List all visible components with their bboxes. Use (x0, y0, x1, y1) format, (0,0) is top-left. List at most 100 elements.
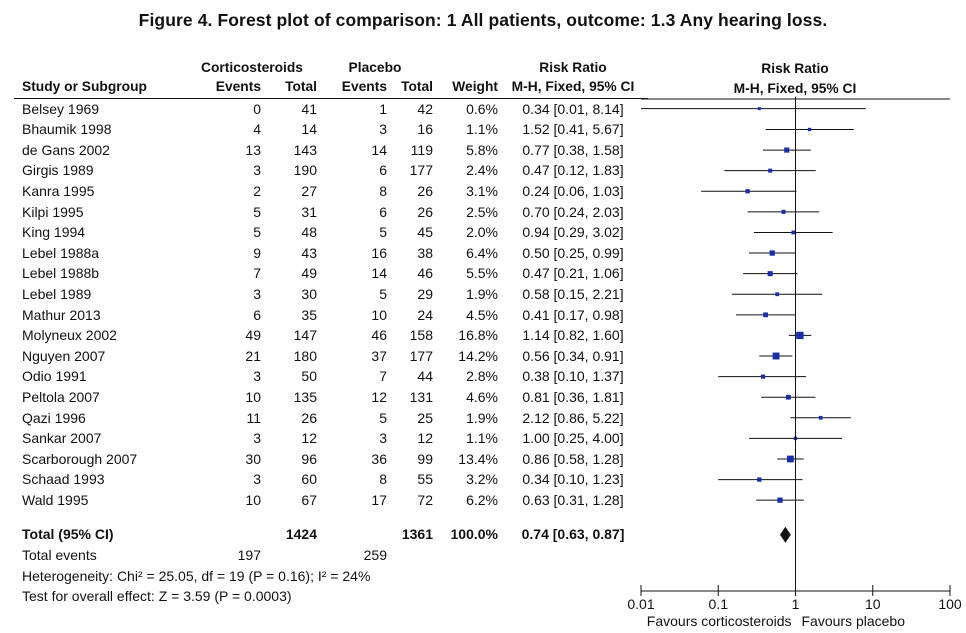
risk-ratio-ci: 0.81 [0.36, 1.81] (522, 388, 624, 405)
total1: 31 (301, 203, 317, 220)
study-name: Bhaumik 1998 (22, 121, 112, 138)
plot-header: Risk Ratio (761, 61, 829, 76)
study-row: Nguyen 2007 21 180 37 177 14.2% 0.56 [0.34, 0.… (14, 346, 648, 367)
study-row: Peltola 2007 10 135 12 131 4.6% 0.81 [0.36, 1.… (14, 387, 648, 408)
point-estimate-square (807, 127, 812, 132)
weight: 5.5% (466, 265, 498, 282)
study-row: Molyneux 2002 49 147 46 158 16.8% 1.14 [0.82, … (14, 325, 648, 346)
study-name: Sankar 2007 (22, 430, 102, 447)
total2: 99 (417, 450, 433, 467)
events2: 3 (379, 121, 387, 138)
weight: 3.1% (466, 182, 498, 199)
study-row: Lebel 1988a 9 43 16 38 6.4% 0.50 [0.25, 0.99] (14, 243, 648, 264)
point-estimate-square (791, 230, 796, 235)
weight: 1.1% (466, 121, 498, 138)
events1: 2 (253, 182, 261, 199)
study-name: Molyneux 2002 (22, 327, 117, 344)
study-row: Sankar 2007 3 12 3 12 1.1% 1.00 [0.25, 4.00] (14, 428, 648, 449)
total1: 96 (301, 450, 317, 467)
risk-ratio-ci: 0.38 [0.10, 1.37] (522, 368, 624, 385)
col-study: Study or Subgroup (14, 77, 187, 99)
events1: 21 (245, 347, 261, 364)
total-weight: 100.0% (450, 526, 498, 543)
weight: 0.6% (466, 100, 498, 117)
total1: 27 (301, 182, 317, 199)
study-name: Lebel 1988b (22, 265, 100, 282)
total1: 43 (301, 244, 317, 261)
total2: 72 (417, 491, 433, 508)
point-estimate-square (775, 292, 780, 297)
point-estimate-square (818, 415, 823, 420)
point-estimate-square (745, 189, 750, 194)
study-row: Qazi 1996 11 26 5 25 1.9% 2.12 [0.86, 5.22] (14, 408, 648, 429)
events2: 10 (371, 306, 387, 323)
study-name: King 1994 (22, 224, 86, 241)
risk-ratio-ci: 2.12 [0.86, 5.22] (522, 409, 624, 426)
overall-effect-text: Test for overall effect: Z = 3.59 (P = 0… (22, 588, 292, 605)
events1: 10 (245, 491, 261, 508)
study-row: Lebel 1988b 7 49 14 46 5.5% 0.47 [0.21, 1.06] (14, 263, 648, 284)
risk-ratio-ci: 1.52 [0.41, 5.67] (522, 121, 624, 138)
total1: 41 (301, 100, 317, 117)
forest-table: Corticosteroids Placebo Risk Ratio Study… (14, 59, 648, 607)
x-tick-label: 0.1 (709, 596, 729, 612)
events2: 6 (379, 162, 387, 179)
events2: 14 (371, 141, 387, 158)
events1: 3 (253, 471, 261, 488)
total2: 177 (409, 347, 433, 364)
total2: 26 (417, 182, 433, 199)
weight: 16.8% (458, 327, 498, 344)
point-estimate-square (786, 394, 791, 400)
point-estimate-square (757, 477, 762, 482)
weight: 1.9% (466, 285, 498, 302)
events2: 5 (379, 224, 387, 241)
risk-ratio-ci: 0.56 [0.34, 0.91] (522, 347, 624, 364)
plot-subheader: M-H, Fixed, 95% CI (733, 81, 857, 96)
point-estimate-square (757, 107, 761, 111)
total-label: Total (95% CI) (22, 526, 114, 543)
events1: 49 (245, 327, 261, 344)
point-estimate-square (781, 209, 786, 214)
events1: 4 (253, 121, 261, 138)
total2: 16 (417, 121, 433, 138)
total1: 143 (293, 141, 317, 158)
study-row: Mathur 2013 6 35 10 24 4.5% 0.41 [0.17, 0.98] (14, 305, 648, 326)
total-row: Total (95% CI) 1424 1361 100.0% 0.74 [0.… (14, 524, 648, 545)
study-name: Scarborough 2007 (22, 450, 138, 467)
events2: 5 (379, 409, 387, 426)
events2: 17 (371, 491, 387, 508)
study-name: Nguyen 2007 (22, 347, 106, 364)
study-name: Lebel 1988a (22, 244, 100, 261)
study-row: Belsey 1969 0 41 1 42 0.6% 0.34 [0.01, 8.14] (14, 98, 648, 119)
col-events2: Events (317, 77, 387, 99)
total1: 35 (301, 306, 317, 323)
study-name: Kilpi 1995 (22, 203, 84, 220)
study-name: Schaad 1993 (22, 471, 105, 488)
risk-ratio-ci: 0.94 [0.29, 3.02] (522, 224, 624, 241)
total1: 26 (301, 409, 317, 426)
total-events-label: Total events (22, 547, 97, 564)
group2-header: Placebo (348, 60, 402, 75)
events2: 8 (379, 471, 387, 488)
summary-diamond (779, 526, 791, 543)
events1: 3 (253, 285, 261, 302)
col-weight: Weight (433, 77, 498, 99)
events2: 7 (379, 368, 387, 385)
total2: 131 (409, 388, 433, 405)
events2: 46 (371, 327, 387, 344)
study-name: de Gans 2002 (22, 141, 110, 158)
study-name: Qazi 1996 (22, 409, 86, 426)
x-tick-label: 10 (865, 596, 881, 612)
events2: 6 (379, 203, 387, 220)
study-row: de Gans 2002 13 143 14 119 5.8% 0.77 [0.38, 1.… (14, 140, 648, 161)
rr-header: Risk Ratio (539, 60, 607, 75)
risk-ratio-ci: 0.41 [0.17, 0.98] (522, 306, 624, 323)
events2: 14 (371, 265, 387, 282)
total1: 14 (301, 121, 317, 138)
col-events1: Events (187, 77, 261, 99)
point-estimate-square (760, 374, 766, 379)
total2: 158 (409, 327, 433, 344)
study-row: Girgis 1989 3 190 6 177 2.4% 0.47 [0.12, 1.83] (14, 160, 648, 181)
events2: 16 (371, 244, 387, 261)
study-name: Odio 1991 (22, 368, 87, 385)
